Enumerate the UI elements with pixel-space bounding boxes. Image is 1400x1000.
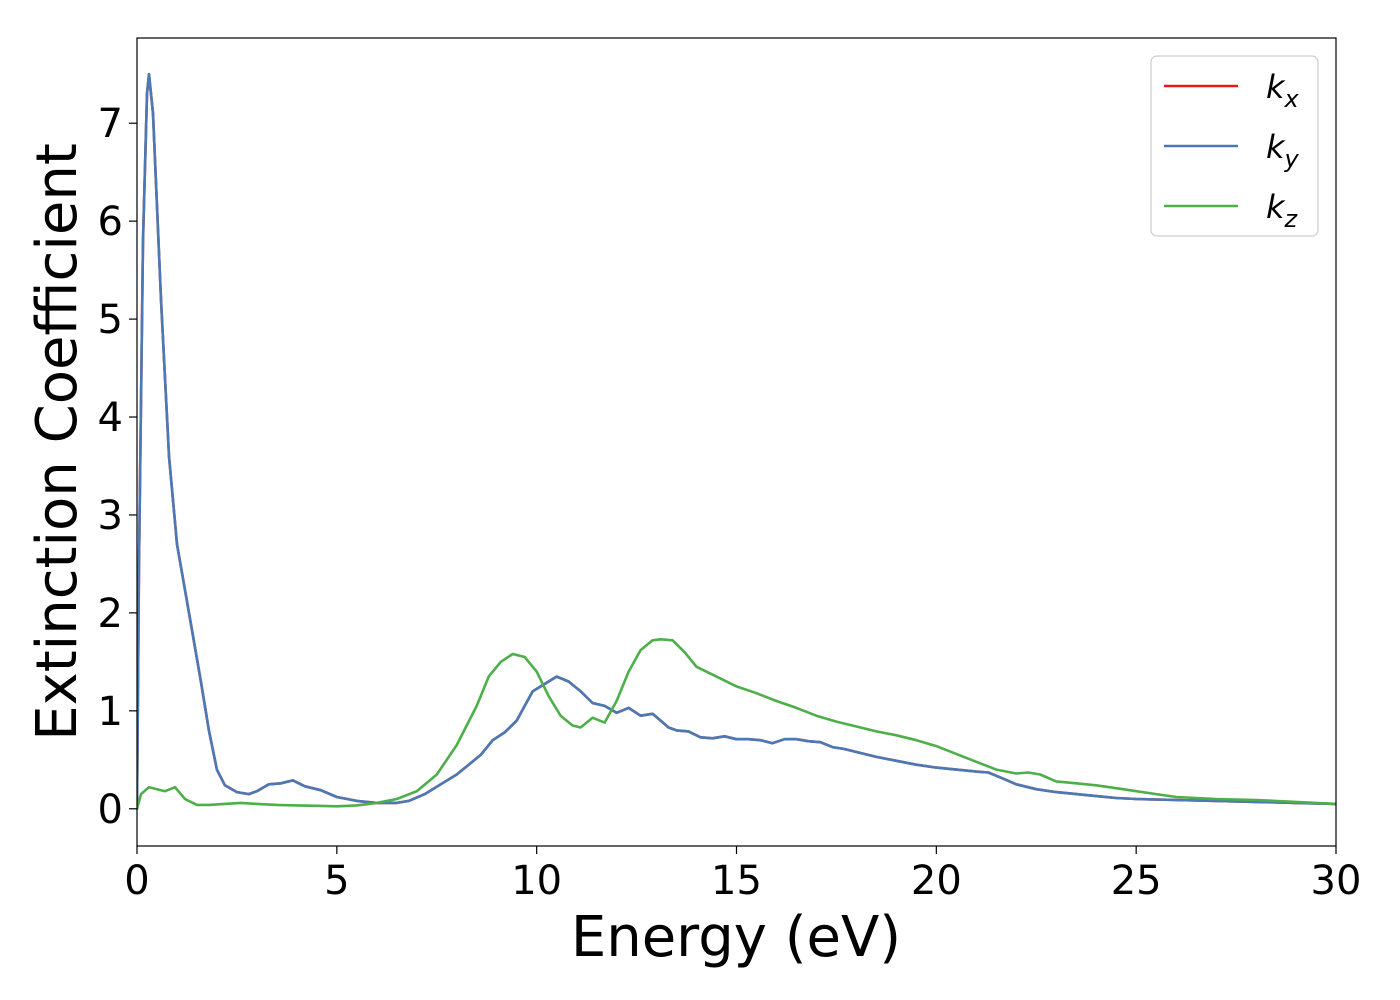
legend-label-x: kx (1266, 68, 1300, 113)
y-tick-label: 1 (98, 689, 123, 735)
y-tick-label: 2 (98, 591, 123, 637)
x-axis-ticks: 0 5 10 15 20 25 30 (124, 846, 1361, 904)
series-line-z (137, 638, 1336, 811)
x-tick-label: 10 (511, 858, 562, 904)
legend-label-z: kz (1266, 188, 1299, 233)
y-tick-label: 7 (98, 101, 123, 147)
x-axis-title: Energy (eV) (571, 905, 901, 970)
legend-label-y: ky (1266, 128, 1300, 173)
y-axis-ticks: 0 1 2 3 4 5 6 7 (98, 101, 137, 833)
y-axis-title: Extinction Coefficient (25, 143, 90, 741)
x-tick-label: 25 (1111, 858, 1162, 904)
plot-area (137, 38, 1336, 846)
y-tick-label: 0 (98, 787, 123, 833)
x-tick-label: 0 (124, 858, 149, 904)
x-tick-label: 15 (711, 858, 762, 904)
x-tick-label: 20 (911, 858, 962, 904)
legend: kx ky kz (1150, 55, 1319, 237)
y-tick-label: 5 (98, 297, 123, 343)
series-layer (137, 72, 1336, 811)
series-line-y (137, 72, 1336, 811)
y-tick-label: 4 (98, 395, 123, 441)
x-tick-label: 5 (324, 858, 349, 904)
x-tick-label: 30 (1311, 858, 1362, 904)
y-tick-label: 6 (98, 199, 123, 245)
y-tick-label: 3 (98, 493, 123, 539)
